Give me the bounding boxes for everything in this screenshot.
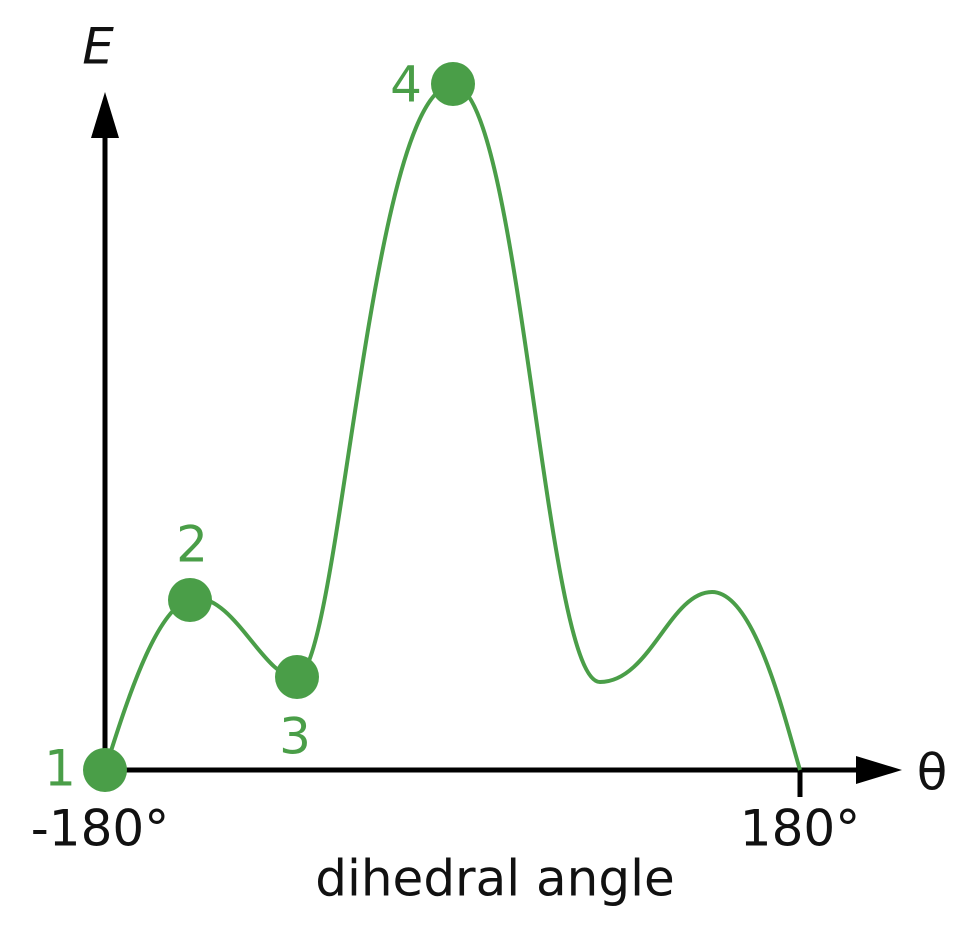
point-label: 3 [279, 708, 311, 766]
point-label: 4 [390, 56, 422, 114]
tick-label: 180° [740, 800, 860, 858]
energy-curve [103, 82, 802, 771]
point-label: 1 [44, 740, 76, 798]
x-axis-title: dihedral angle [315, 850, 675, 908]
y-axis-arrow [91, 92, 119, 138]
point [275, 655, 319, 699]
y-axis-label: E [82, 18, 114, 76]
tick-label: -180° [31, 800, 169, 858]
point-label: 2 [176, 516, 208, 574]
x-axis-arrow [856, 756, 902, 784]
point [168, 578, 212, 622]
x-axis-label: θ [917, 744, 948, 802]
point [83, 748, 127, 792]
point [431, 62, 475, 106]
